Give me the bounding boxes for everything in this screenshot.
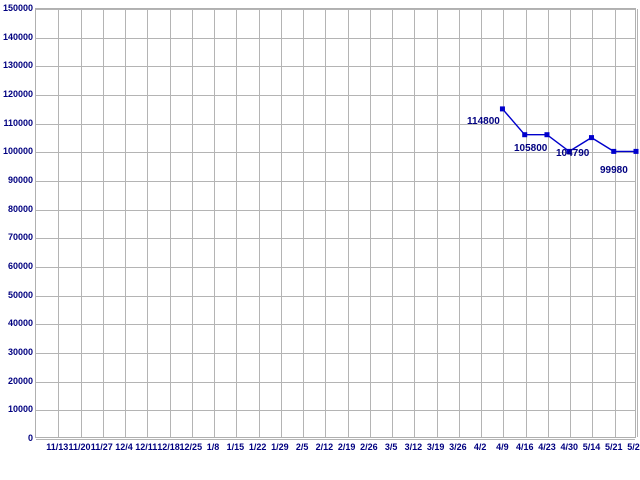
gridline-horizontal — [36, 37, 635, 39]
gridline-vertical — [369, 9, 371, 437]
gridline-horizontal — [36, 238, 635, 240]
gridline-horizontal — [36, 267, 635, 268]
data-point-marker[interactable] — [499, 106, 505, 112]
gridline-horizontal — [36, 381, 635, 383]
x-axis-tick-label: 2/19 — [337, 442, 356, 452]
x-axis-tick-label: 5/21 — [604, 442, 623, 452]
data-point-value-label: 104790 — [556, 148, 590, 159]
data-point-marker[interactable] — [522, 132, 528, 138]
x-axis-tick-label: 3/5 — [384, 442, 398, 452]
gridline-vertical — [191, 9, 193, 437]
gridline-horizontal — [36, 324, 635, 326]
x-axis-tick-label: 4/30 — [560, 442, 578, 452]
gridline-vertical — [280, 9, 282, 437]
data-point-marker[interactable] — [544, 132, 550, 138]
x-axis-tick-label: 2/26 — [360, 442, 378, 452]
gridline-vertical — [525, 9, 527, 437]
data-point-value-label: 105800 — [514, 143, 548, 154]
gridline-vertical — [392, 9, 394, 437]
data-point-marker[interactable] — [588, 135, 594, 141]
x-axis-tick-label: 11/20 — [68, 442, 91, 452]
gridline-vertical — [236, 9, 238, 437]
data-point-marker[interactable] — [611, 148, 617, 154]
data-point-value-label: 99980 — [600, 165, 628, 176]
gridline-vertical — [102, 9, 104, 437]
gridline-vertical — [547, 9, 549, 437]
gridline-horizontal — [36, 66, 635, 68]
x-axis-tick-label: 11/13 — [46, 442, 69, 452]
data-point-marker[interactable] — [633, 148, 639, 154]
gridline-vertical — [592, 9, 594, 437]
x-axis-tick-label: 2/5 — [295, 442, 309, 452]
gridline-horizontal — [36, 209, 635, 211]
gridline-horizontal — [36, 9, 635, 10]
x-axis-tick-label: 3/12 — [404, 442, 423, 452]
gridline-vertical — [258, 9, 260, 437]
gridline-horizontal — [36, 295, 635, 297]
x-axis-tick-label: 12/11 — [135, 442, 158, 452]
gridline-vertical — [169, 9, 171, 437]
data-point-marker[interactable] — [566, 148, 572, 154]
gridline-vertical — [125, 9, 127, 437]
x-axis-tick-label: 12/25 — [179, 442, 203, 452]
x-axis-tick-label: 11/27 — [90, 442, 113, 452]
gridline-vertical — [481, 9, 483, 437]
plot-area — [35, 8, 638, 440]
x-axis-tick-label: 1/8 — [206, 442, 220, 452]
gridline-vertical — [436, 9, 438, 437]
gridline-vertical — [637, 9, 638, 437]
gridline-vertical — [570, 9, 572, 437]
x-axis-tick-label: 12/4 — [115, 442, 133, 452]
gridline-horizontal — [36, 181, 635, 182]
gridline-horizontal — [36, 353, 635, 354]
x-axis-tick-label: 3/26 — [449, 442, 467, 452]
gridline-vertical — [214, 9, 216, 437]
gridline-vertical — [303, 9, 305, 437]
gridline-vertical — [147, 9, 149, 437]
gridline-vertical — [80, 9, 82, 437]
x-axis-tick-label: 4/23 — [538, 442, 556, 452]
x-axis-tick-label: 1/22 — [248, 442, 267, 452]
gridline-vertical — [414, 9, 416, 437]
x-axis-tick-label: 4/9 — [496, 442, 509, 452]
x-axis-tick-label: 1/15 — [226, 442, 245, 452]
gridline-vertical — [503, 9, 505, 437]
x-axis-tick-label: 5/14 — [582, 442, 601, 452]
x-axis-tick-label: 2/12 — [315, 442, 334, 452]
x-axis-tick-label: 3/19 — [426, 442, 445, 452]
gridline-horizontal — [36, 95, 635, 96]
gridline-horizontal — [36, 123, 635, 125]
gridline-vertical — [347, 9, 349, 437]
x-axis-tick-label: 5/28 — [627, 442, 640, 452]
data-point-value-label: 114800 — [467, 116, 500, 127]
x-axis-tick-label: 4/2 — [473, 442, 487, 452]
gridline-vertical — [325, 9, 327, 437]
gridline-horizontal — [36, 439, 635, 440]
x-axis-tick-label: 4/16 — [515, 442, 534, 452]
gridline-vertical — [58, 9, 60, 437]
gridline-vertical — [614, 9, 616, 437]
x-axis-tick-label: 12/18 — [157, 442, 180, 452]
x-axis-tick-label: 1/29 — [271, 442, 289, 452]
gridline-horizontal — [36, 152, 635, 154]
gridline-vertical — [458, 9, 460, 437]
gridline-horizontal — [36, 410, 635, 412]
